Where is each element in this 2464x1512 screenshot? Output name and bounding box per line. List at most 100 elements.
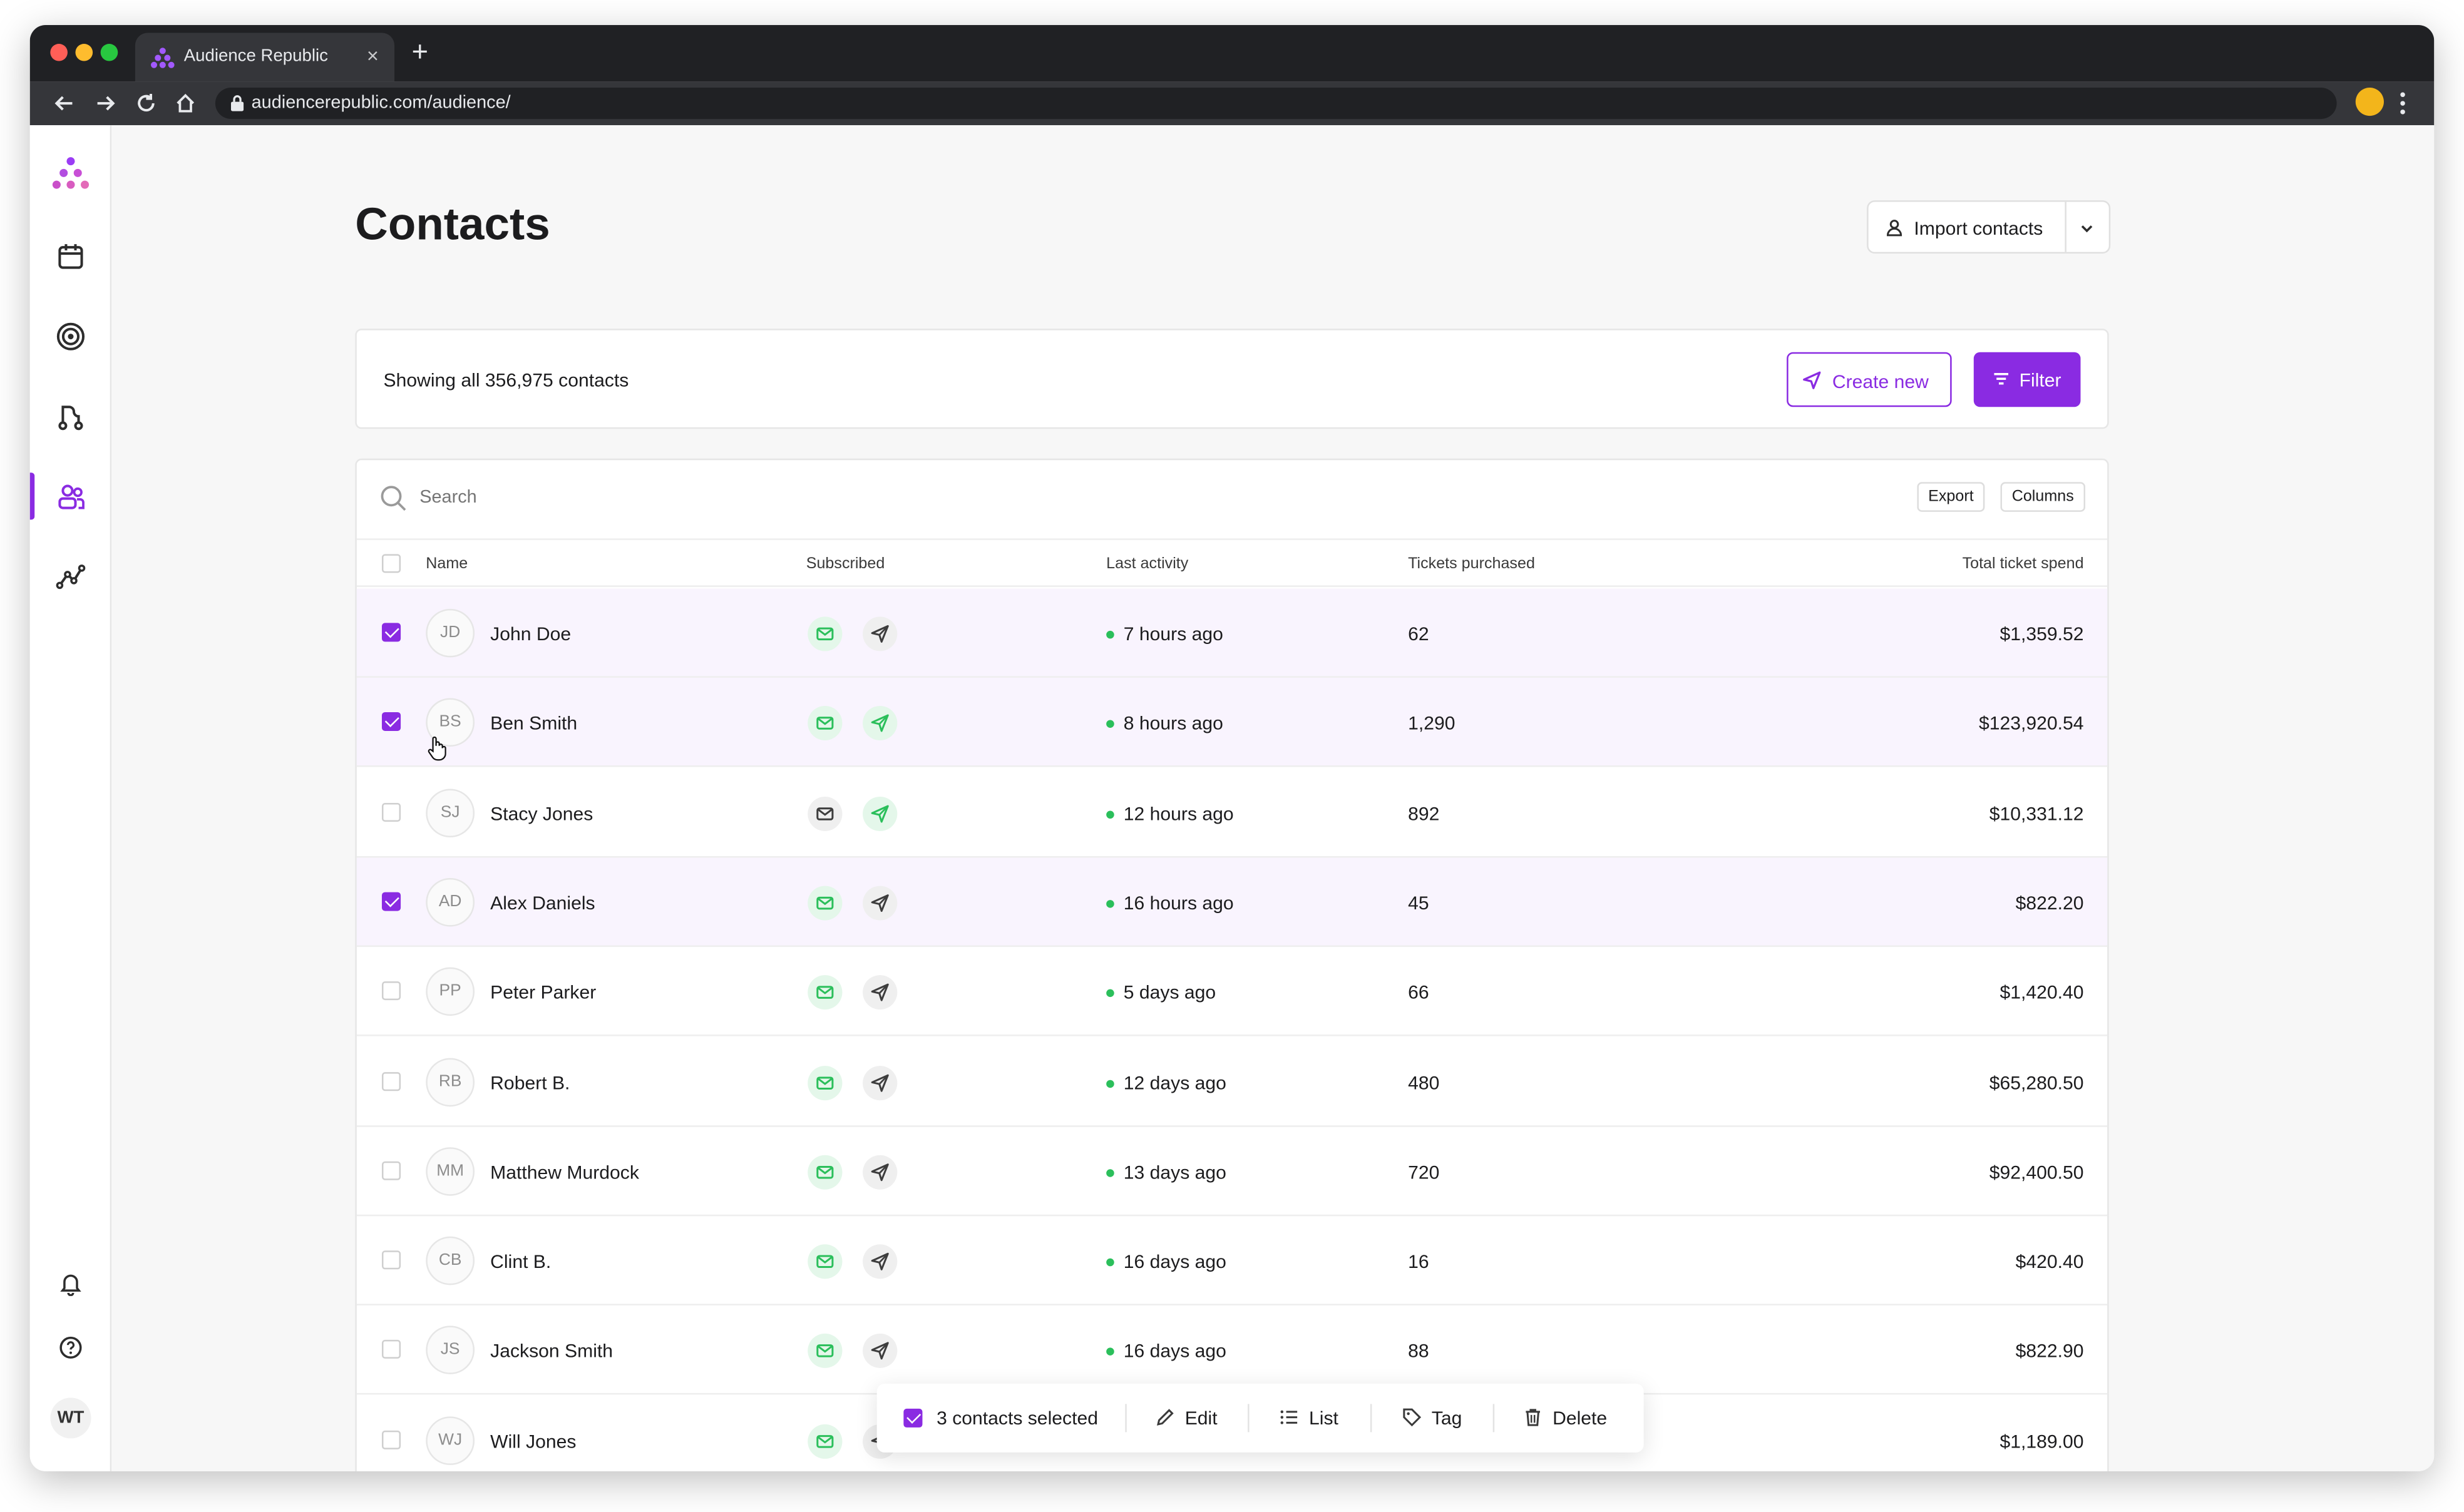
sms-subscription-icon[interactable] <box>863 616 898 651</box>
table-row[interactable]: SJ Stacy Jones 12 hours ago 892 $10,331.12 <box>356 768 2108 857</box>
calendar-icon[interactable] <box>55 241 86 272</box>
home-icon[interactable] <box>175 93 197 115</box>
search-input[interactable] <box>419 479 1520 517</box>
contact-name[interactable]: Matthew Murdock <box>490 1161 639 1183</box>
email-subscription-icon[interactable] <box>808 616 843 651</box>
close-tab-icon[interactable]: × <box>366 44 379 68</box>
user-avatar[interactable]: WT <box>50 1397 91 1439</box>
export-button[interactable]: Export <box>1917 482 1985 512</box>
contact-name[interactable]: Robert B. <box>490 1071 570 1093</box>
contacts-icon[interactable] <box>55 481 86 512</box>
divider <box>1248 1404 1250 1433</box>
target-icon[interactable] <box>55 321 86 352</box>
table-row[interactable]: JS Jackson Smith 16 days ago 88 $822.90 <box>356 1306 2108 1396</box>
header-total-ticket-spend[interactable]: Total ticket spend <box>1962 555 2084 573</box>
contact-name[interactable]: Will Jones <box>490 1430 577 1453</box>
row-checkbox[interactable] <box>381 1250 401 1270</box>
sms-subscription-icon[interactable] <box>863 975 898 1010</box>
table-row[interactable]: RB Robert B. 12 days ago 480 $65,280.50 <box>356 1037 2108 1126</box>
contact-name[interactable]: John Doe <box>490 623 572 645</box>
email-subscription-icon[interactable] <box>808 1065 843 1100</box>
header-tickets-purchased[interactable]: Tickets purchased <box>1408 555 1535 573</box>
tag-button[interactable]: Tag <box>1431 1407 1462 1429</box>
address-bar[interactable]: audiencerepublic.com/audience/ <box>215 88 2337 120</box>
reload-icon[interactable] <box>135 93 157 115</box>
list-button[interactable]: List <box>1308 1407 1338 1429</box>
logo-icon[interactable] <box>50 155 91 193</box>
email-subscription-icon[interactable] <box>808 886 843 921</box>
route-icon[interactable] <box>55 401 86 432</box>
profile-avatar[interactable] <box>2355 88 2384 116</box>
create-new-button[interactable]: Create new <box>1787 352 1952 407</box>
email-subscription-icon[interactable] <box>808 1334 843 1369</box>
table-row[interactable]: MM Matthew Murdock 13 days ago 720 $92,400.5… <box>356 1126 2108 1216</box>
help-icon[interactable] <box>58 1335 83 1360</box>
analytics-icon[interactable] <box>55 560 86 591</box>
edit-button[interactable]: Edit <box>1184 1407 1218 1429</box>
sms-subscription-icon[interactable] <box>863 1065 898 1100</box>
email-subscription-icon[interactable] <box>808 706 843 741</box>
sms-subscription-icon[interactable] <box>863 886 898 921</box>
minimize-window-button[interactable] <box>75 44 93 61</box>
row-checkbox[interactable] <box>381 1430 401 1449</box>
table-row[interactable]: PP Peter Parker 5 days ago 66 $1,420.40 <box>356 948 2108 1037</box>
table-row[interactable]: BS Ben Smith 8 hours ago 1,290 $123,920.54 <box>356 678 2108 768</box>
new-tab-button[interactable]: + <box>411 36 429 68</box>
contact-name[interactable]: Jackson Smith <box>490 1340 613 1362</box>
columns-button[interactable]: Columns <box>2000 482 2086 512</box>
row-checkbox[interactable] <box>381 802 401 822</box>
header-last-activity[interactable]: Last activity <box>1106 555 1189 573</box>
filter-button[interactable]: Filter <box>1973 352 2081 407</box>
header-name[interactable]: Name <box>426 555 468 573</box>
contact-name[interactable]: Clint B. <box>490 1250 552 1273</box>
import-contacts-button[interactable]: Import contacts <box>1867 200 2111 254</box>
back-icon[interactable] <box>53 93 75 115</box>
contact-name[interactable]: Alex Daniels <box>490 892 595 914</box>
maximize-window-button[interactable] <box>100 44 118 61</box>
tab-title: Audience Republic <box>183 47 328 66</box>
email-subscription-icon[interactable] <box>808 795 843 831</box>
bell-icon[interactable] <box>58 1271 83 1296</box>
close-window-button[interactable] <box>50 44 68 61</box>
total-ticket-spend: $1,359.52 <box>1999 623 2084 645</box>
email-subscription-icon[interactable] <box>808 1424 843 1459</box>
last-activity: 12 hours ago <box>1123 802 1234 825</box>
row-checkbox[interactable] <box>381 892 401 911</box>
activity-status-dot <box>1106 1168 1114 1177</box>
sms-subscription-icon[interactable] <box>863 795 898 831</box>
tickets-purchased: 720 <box>1408 1161 1440 1183</box>
total-ticket-spend: $420.40 <box>2015 1250 2084 1273</box>
delete-button[interactable]: Delete <box>1553 1407 1608 1429</box>
row-checkbox[interactable] <box>381 712 401 732</box>
table-row[interactable]: CB Clint B. 16 days ago 16 $420.40 <box>356 1217 2108 1306</box>
browser-toolbar: audiencerepublic.com/audience/ <box>29 81 2435 126</box>
table-row[interactable]: JD John Doe 7 hours ago 62 $1,359.52 <box>356 588 2108 678</box>
row-checkbox[interactable] <box>381 1340 401 1359</box>
sms-subscription-icon[interactable] <box>863 706 898 741</box>
total-ticket-spend: $1,420.40 <box>1999 981 2084 1004</box>
sms-subscription-icon[interactable] <box>863 1244 898 1279</box>
browser-tab[interactable]: Audience Republic × <box>135 33 395 82</box>
email-subscription-icon[interactable] <box>808 1244 843 1279</box>
last-activity: 16 days ago <box>1123 1340 1226 1362</box>
chevron-down-icon[interactable] <box>2079 222 2095 235</box>
sms-subscription-icon[interactable] <box>863 1155 898 1190</box>
contact-name[interactable]: Peter Parker <box>490 981 597 1004</box>
table-row[interactable]: AD Alex Daniels 16 hours ago 45 $822.20 <box>356 857 2108 947</box>
row-checkbox[interactable] <box>381 981 401 1001</box>
user-icon <box>1886 220 1902 237</box>
bulk-select-checkbox[interactable] <box>903 1408 923 1428</box>
select-all-checkbox[interactable] <box>381 554 401 573</box>
row-checkbox[interactable] <box>381 623 401 642</box>
browser-menu-icon[interactable] <box>2400 91 2406 116</box>
forward-icon[interactable] <box>95 93 116 115</box>
email-subscription-icon[interactable] <box>808 975 843 1010</box>
email-subscription-icon[interactable] <box>808 1155 843 1190</box>
header-subscribed[interactable]: Subscribed <box>806 555 885 573</box>
tickets-purchased: 16 <box>1408 1250 1429 1273</box>
row-checkbox[interactable] <box>381 1161 401 1180</box>
contact-name[interactable]: Ben Smith <box>490 712 578 735</box>
sms-subscription-icon[interactable] <box>863 1334 898 1369</box>
contact-name[interactable]: Stacy Jones <box>490 802 593 825</box>
row-checkbox[interactable] <box>381 1071 401 1090</box>
